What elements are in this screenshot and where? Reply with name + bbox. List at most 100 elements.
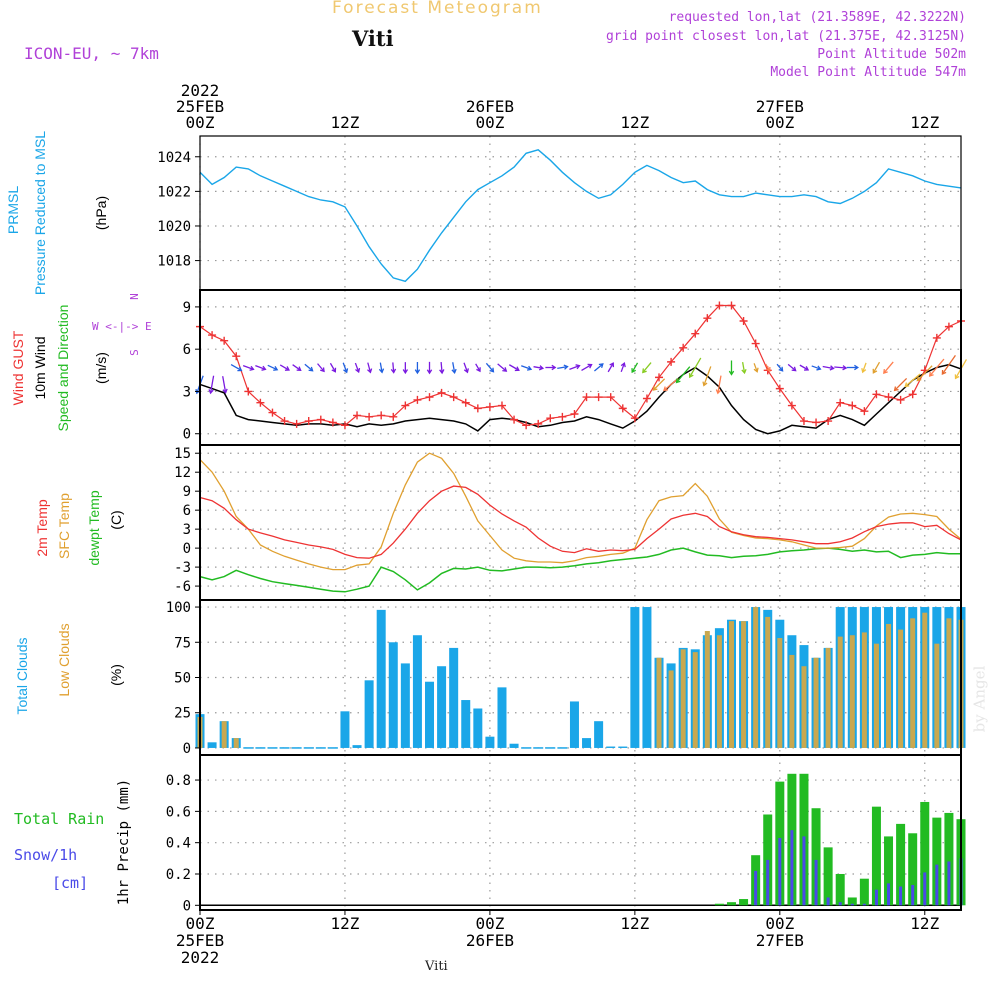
low-cloud-bar: [728, 621, 734, 748]
wind-arrowhead: [355, 367, 361, 374]
wind-arrowhead: [675, 378, 681, 384]
gust-point: [304, 417, 313, 426]
wind-arrow: [941, 355, 956, 375]
wind-arrow: [753, 363, 758, 372]
axis-labels: 1018 1020 1022 1024 0 3 6 9 -6 -3 0 3 6 9 12 15 0 25 50 75 1…: [157, 81, 939, 967]
rain-bar: [896, 823, 906, 906]
rain-bar: [726, 902, 736, 906]
bottom-time-label: 12Z: [910, 914, 939, 933]
y-tick-label: 9: [183, 484, 191, 500]
low-cloud-bar: [910, 618, 916, 748]
wind-arrow: [354, 362, 360, 373]
low-cloud-bar: [946, 618, 952, 748]
wind-arrowhead: [642, 368, 647, 374]
snow-bar: [923, 872, 927, 906]
wind-arrowhead: [261, 365, 267, 371]
gust-point: [848, 401, 857, 410]
wind-arrow: [799, 364, 809, 371]
wind-arrow: [811, 365, 821, 370]
wind-arrowhead: [702, 381, 708, 387]
snow-bar: [826, 897, 830, 906]
total-cloud-bar: [207, 742, 217, 748]
snow-bar: [850, 903, 854, 906]
total-cloud-bar: [388, 642, 398, 748]
wind-arrow: [904, 373, 921, 387]
wind-arrowhead: [753, 367, 759, 373]
gust-point: [473, 404, 482, 413]
wind-speed-line: [199, 363, 962, 435]
wind-arrowhead: [587, 363, 593, 369]
y-tick-label: 75: [174, 635, 191, 651]
gust-point: [497, 401, 506, 410]
top-time-label: 27FEB: [756, 97, 804, 116]
gust-point: [425, 393, 434, 402]
wind-arrow: [620, 362, 625, 373]
gust-point: [896, 395, 905, 404]
gust-point: [522, 421, 531, 430]
gust-point: [377, 411, 386, 420]
wind-arrowhead: [928, 371, 934, 377]
total-cloud-bar: [364, 680, 374, 748]
rain-bar: [859, 878, 869, 906]
rain-bar: [823, 847, 833, 906]
low-cloud-bar: [680, 649, 686, 748]
wind-arrowhead: [284, 366, 290, 371]
wind-arrow: [872, 361, 881, 374]
wind-arrowhead: [778, 366, 784, 372]
model-label: ICON-EU, ~ 7km: [24, 44, 159, 63]
wind-arrow: [485, 362, 494, 373]
gust-point: [715, 301, 724, 310]
total-cloud-bar: [582, 738, 592, 748]
gust-point: [510, 415, 519, 424]
wind-arrow: [894, 377, 908, 391]
low-cloud-bar: [765, 616, 771, 748]
y-tick-label: 0: [183, 898, 191, 914]
wind-arrowhead: [538, 365, 545, 371]
wind-arrowhead: [904, 382, 910, 388]
bottom-time-label: 26FEB: [466, 931, 514, 950]
gust-point: [667, 357, 676, 366]
low-cloud-bar: [753, 607, 759, 748]
wind-arrowhead: [378, 368, 385, 374]
wind-arrowhead: [514, 366, 520, 372]
wind-arrowhead: [476, 367, 481, 373]
wind-arrowhead: [343, 368, 349, 374]
gust-point: [655, 373, 664, 382]
low-cloud-bar: [849, 635, 855, 748]
gust-point: [401, 401, 410, 410]
wind-arrow: [342, 362, 348, 373]
total-cloud-bar: [497, 687, 507, 748]
total-cloud-bar: [509, 743, 519, 748]
y-tick-label: 0.6: [166, 804, 191, 820]
gust-point: [485, 402, 494, 411]
wind-arrowhead: [816, 365, 822, 371]
footer-place: Viti: [425, 959, 448, 974]
precip-legend-rain: Total Rain: [14, 810, 105, 828]
gust-point: [679, 343, 688, 352]
wind-arrow: [508, 364, 520, 371]
model-altitude: Model Point Altitude 547m: [770, 65, 966, 80]
y-tick-label: 12: [174, 465, 191, 481]
gust-point: [220, 336, 229, 345]
gust-point: [703, 314, 712, 323]
wind-arrowhead: [331, 367, 337, 373]
low-cloud-bar: [861, 632, 867, 748]
gust-point: [872, 390, 881, 399]
total-cloud-bar: [594, 721, 604, 748]
low-cloud-bar: [789, 654, 795, 748]
low-cloud-bar: [898, 629, 904, 748]
wind-arrowhead: [563, 364, 569, 370]
wind-arrowhead: [872, 368, 878, 374]
wind-arrow: [883, 361, 894, 374]
wind-arrow: [581, 364, 592, 371]
total-cloud-bar: [352, 745, 362, 748]
wind-arrow: [717, 375, 722, 394]
low-cloud-bar: [704, 631, 710, 748]
wind-arrowhead: [954, 374, 960, 380]
temp-2m-line: [199, 485, 962, 559]
sfc-temp-line: [199, 452, 962, 571]
wind-arrow: [631, 362, 639, 373]
gust-point: [582, 393, 591, 402]
top-time-label: 00Z: [765, 113, 794, 132]
